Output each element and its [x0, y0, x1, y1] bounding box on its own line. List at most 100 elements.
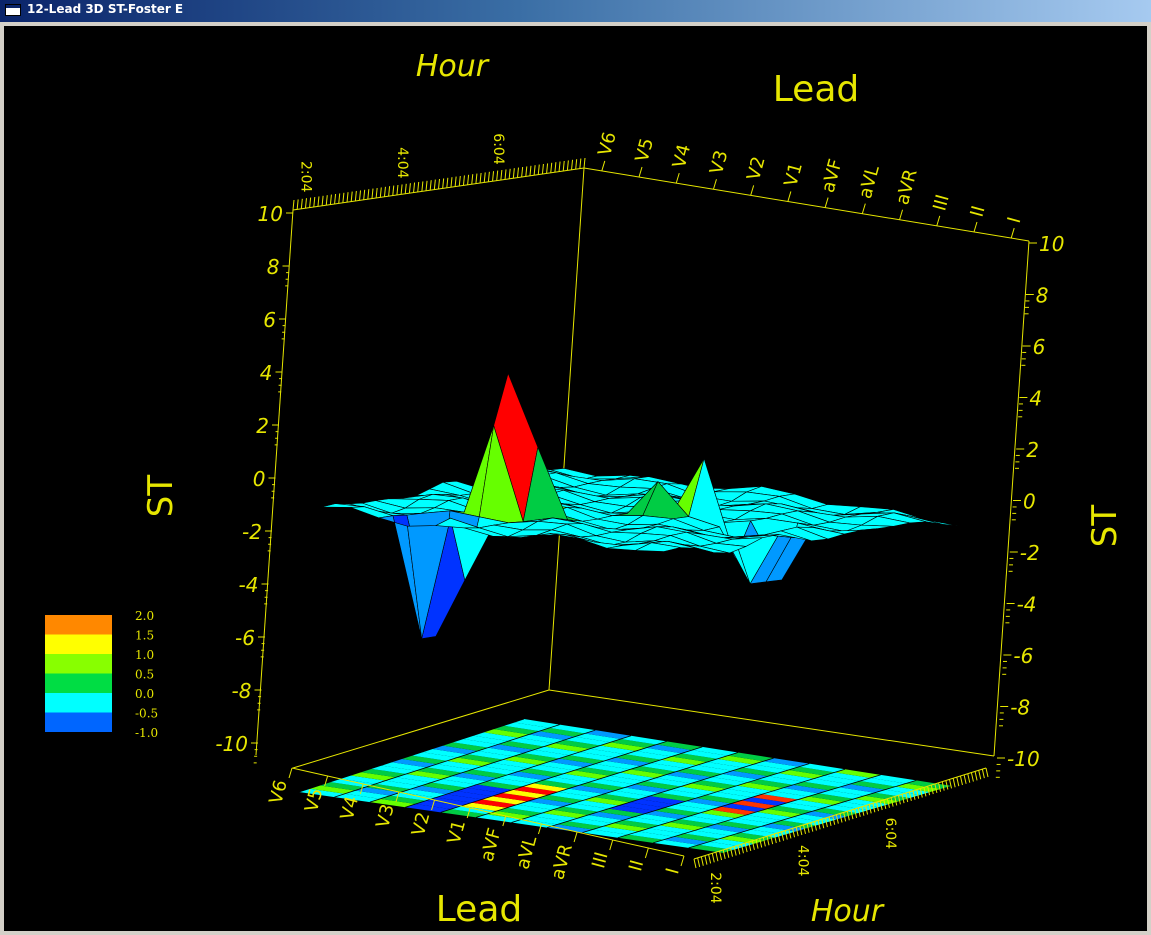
bottom-lead-tick-mark	[680, 855, 685, 867]
left-st-axis: -10 -8 -6 -4 -2 0 2 4 6 8 10 ST	[141, 202, 293, 764]
floor-heatmap-cell	[602, 823, 649, 832]
floor-heatmap-cell	[539, 727, 586, 737]
top-hour-tick-label: 4:04	[394, 147, 410, 179]
top-hour-minor-tick	[388, 186, 391, 197]
floor-heatmap-cell	[528, 765, 575, 774]
floor-heatmap-cell	[456, 787, 503, 797]
floor-heatmap-cell	[517, 801, 563, 810]
floor-heatmap-cell	[375, 780, 422, 790]
bottom-lead-tick-mark	[466, 807, 471, 819]
floor-heatmap-cell	[431, 745, 478, 755]
floor-heatmap-cell	[442, 742, 488, 751]
floor-heatmap-cell	[610, 739, 657, 748]
floor-heatmap-cell	[732, 767, 779, 777]
floor-heatmap-cell	[339, 775, 386, 784]
floor-heatmap-cell	[653, 839, 699, 848]
floor-heatmap-cell	[481, 796, 528, 805]
floor-heatmap-cell	[598, 808, 645, 817]
floor-heatmap-cell	[538, 761, 585, 771]
color-legend-label: 1.5	[135, 629, 154, 643]
window-icon[interactable]	[5, 4, 21, 16]
floor-heatmap-cell	[425, 797, 472, 806]
bottom-hour-minor-tick	[784, 830, 788, 840]
floor-heatmap-cell	[472, 766, 519, 775]
left-st-tick-label: -6	[235, 626, 255, 650]
floor-heatmap-cell	[686, 765, 733, 774]
bottom-lead-tick-label: II	[625, 858, 648, 874]
floor-heatmap-cell	[711, 773, 758, 783]
bottom-hour-minor-tick	[876, 802, 879, 812]
floor-heatmap-cell	[477, 747, 524, 757]
floor-heatmap-cell	[584, 763, 631, 773]
floor-heatmap-cell	[669, 819, 716, 828]
floor-heatmap-cell	[567, 818, 614, 827]
floor-heatmap-cell	[664, 804, 711, 813]
floor-heatmap-cell	[457, 754, 504, 763]
title-bar[interactable]: 12-Lead 3D ST-Foster E	[0, 0, 1151, 22]
floor-heatmap-cell	[503, 756, 549, 765]
floor-heatmap-cell	[553, 773, 600, 783]
top-lead-tick-label: aVR	[892, 167, 922, 207]
floor-heatmap-cell	[870, 774, 917, 784]
bottom-hour-minor-tick	[941, 781, 945, 791]
floor-heatmap-cell	[508, 737, 555, 747]
top-hour-minor-tick	[292, 199, 295, 211]
color-legend-label: -0.5	[135, 707, 158, 721]
plot-area[interactable]: -10 -8 -6 -4 -2 0 2 4 6 8 10 ST -10 -8 -6 -4 -2 0 2 4 6 8 10 ST…	[4, 26, 1147, 931]
color-legend-swatch	[45, 615, 112, 635]
bottom-hour-minor-tick	[795, 827, 799, 837]
floor-heatmap-cell	[793, 781, 840, 791]
floor-heatmap-cell	[573, 800, 620, 809]
top-hour-minor-tick	[396, 184, 399, 196]
floor-heatmap-cell	[558, 788, 605, 798]
bottom-hour-minor-tick	[817, 820, 821, 830]
top-hour-minor-tick	[500, 169, 503, 181]
floor-heatmap-cell	[492, 792, 538, 802]
left-st-tick-label: 4	[260, 361, 273, 385]
floor-heatmap-cell	[729, 832, 776, 841]
floor-heatmap-cell	[792, 814, 838, 823]
floor-grid-line	[511, 752, 739, 823]
floor-heatmap-cell	[365, 783, 411, 793]
floor-heatmap-cell	[874, 789, 921, 799]
floor-heatmap-cell	[562, 803, 609, 812]
bottom-lead-tick-mark	[395, 791, 400, 803]
floor-heatmap-cell	[680, 783, 727, 792]
bottom-lead-tick-mark	[644, 847, 649, 859]
top-hour-minor-tick	[425, 180, 428, 191]
top-lead-tick-label: V3	[706, 148, 732, 176]
floor-heatmap-cell	[477, 781, 523, 790]
bottom-lead-tick-mark	[288, 767, 293, 779]
floor-heatmap-cell	[546, 824, 593, 833]
right-st-tick-label: 6	[1033, 335, 1046, 359]
floor-heatmap-cell	[527, 798, 574, 807]
bottom-hour-minor-tick	[923, 787, 927, 797]
floor-heatmap-cell	[548, 758, 595, 768]
bottom-hour-minor-tick	[978, 770, 982, 780]
floor-heatmap-cell	[544, 743, 590, 752]
floor-heatmap-cell	[385, 777, 432, 786]
floor-heatmap-cell	[709, 838, 756, 847]
bottom-hour-minor-tick	[810, 822, 814, 832]
floor-heatmap-cell	[661, 756, 708, 766]
floor-heatmap-cell	[655, 774, 702, 784]
bottom-hour-minor-tick	[850, 809, 854, 820]
bottom-lead-tick-mark	[537, 823, 542, 835]
left-st-tick-label: -2	[242, 520, 262, 544]
right-st-axis-line	[993, 240, 1030, 757]
floor-heatmap-cell	[731, 800, 778, 809]
floor-heatmap-cell	[701, 777, 748, 786]
floor-heatmap-cell	[431, 779, 478, 788]
floor-back-right-edge	[548, 689, 995, 757]
floor-heatmap-cell	[707, 758, 754, 768]
top-hour-minor-tick	[359, 190, 362, 201]
top-hour-minor-tick	[575, 159, 578, 170]
floor-heatmap-cell	[624, 784, 671, 793]
floor-heatmap-cell	[334, 793, 381, 803]
floor-heatmap-cell	[824, 772, 871, 782]
floor-heatmap-cell	[608, 805, 655, 814]
floor-heatmap-cell	[704, 824, 751, 833]
floor-heatmap-cell	[663, 836, 710, 845]
floor-heatmap-cell	[691, 780, 738, 789]
floor-heatmap-cell	[532, 812, 578, 822]
